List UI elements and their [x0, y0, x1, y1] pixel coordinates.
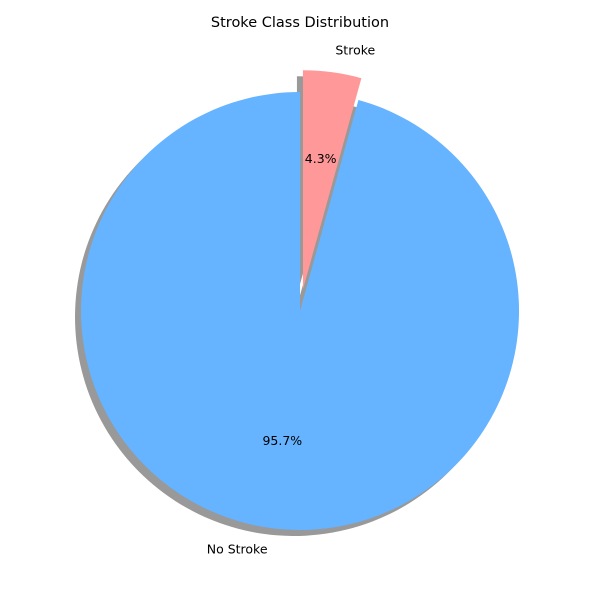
slice-stroke — [302, 70, 362, 290]
labels: No Stroke 95.7% Stroke 4.3% — [207, 43, 376, 557]
slice-percent-stroke: 4.3% — [305, 151, 337, 166]
slice-label-no-stroke: No Stroke — [207, 542, 268, 557]
slice-no-stroke — [81, 92, 520, 530]
chart-title: Stroke Class Distribution — [211, 15, 389, 31]
slice-label-stroke: Stroke — [335, 43, 375, 58]
slice-percent-no-stroke: 95.7% — [262, 433, 302, 448]
slices — [81, 70, 520, 530]
